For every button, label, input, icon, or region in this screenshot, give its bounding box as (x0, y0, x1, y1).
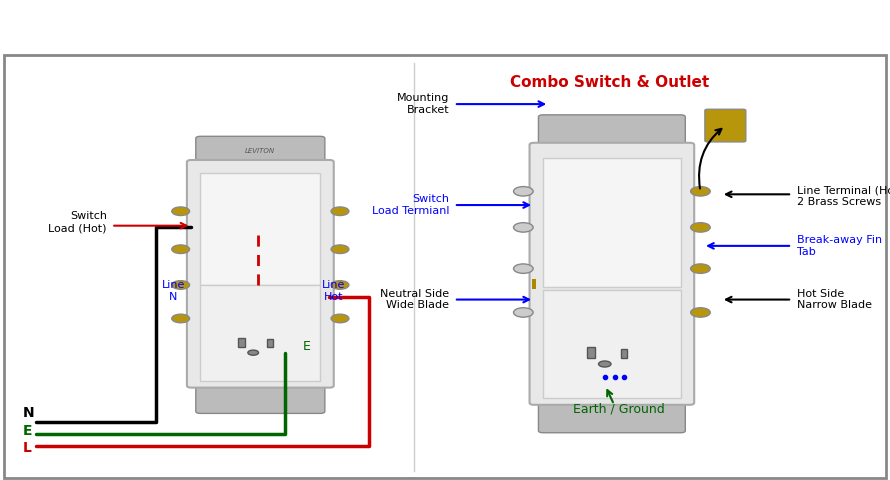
Circle shape (331, 245, 349, 253)
Circle shape (691, 264, 710, 274)
Circle shape (331, 207, 349, 216)
Text: Switch
Load Termianl: Switch Load Termianl (372, 194, 449, 216)
Circle shape (172, 281, 190, 289)
FancyBboxPatch shape (187, 160, 334, 388)
Text: What is Switch & Outlet Combo & How to Wire It?: What is Switch & Outlet Combo & How to W… (19, 11, 871, 40)
FancyBboxPatch shape (538, 398, 685, 433)
FancyBboxPatch shape (200, 285, 320, 381)
Circle shape (691, 187, 710, 196)
Text: Break-away Fin
Tab: Break-away Fin Tab (797, 235, 882, 257)
FancyBboxPatch shape (200, 173, 320, 285)
FancyBboxPatch shape (538, 115, 685, 149)
Text: Hot Side
Narrow Blade: Hot Side Narrow Blade (797, 289, 871, 311)
Text: Line
Hot: Line Hot (322, 280, 345, 302)
Text: E: E (22, 423, 32, 438)
Text: Neutral Side
Wide Blade: Neutral Side Wide Blade (380, 289, 449, 311)
FancyBboxPatch shape (530, 143, 694, 405)
Text: Earth / Ground: Earth / Ground (572, 403, 665, 416)
Circle shape (514, 308, 533, 317)
Text: E: E (303, 340, 311, 353)
Circle shape (331, 314, 349, 323)
FancyBboxPatch shape (196, 136, 325, 168)
Circle shape (331, 281, 349, 289)
FancyBboxPatch shape (543, 290, 681, 398)
Text: L: L (22, 441, 31, 455)
Text: Combo Switch & Outlet: Combo Switch & Outlet (510, 75, 709, 90)
Text: N: N (22, 407, 34, 420)
Bar (238, 337, 245, 347)
Bar (621, 349, 627, 358)
Text: Line Terminal (Hot)
2 Brass Screws: Line Terminal (Hot) 2 Brass Screws (797, 186, 890, 207)
Text: Mounting
Bracket: Mounting Bracket (397, 93, 449, 115)
Circle shape (691, 223, 710, 232)
FancyBboxPatch shape (196, 381, 325, 413)
Circle shape (691, 308, 710, 317)
Bar (268, 339, 273, 347)
Circle shape (514, 264, 533, 274)
Circle shape (598, 361, 611, 367)
Circle shape (247, 350, 258, 355)
Circle shape (172, 314, 190, 323)
FancyBboxPatch shape (543, 158, 681, 287)
Text: Line
N: Line N (162, 280, 185, 302)
Circle shape (514, 187, 533, 196)
Circle shape (172, 245, 190, 253)
Bar (587, 347, 595, 358)
Circle shape (514, 223, 533, 232)
FancyBboxPatch shape (705, 109, 746, 142)
Circle shape (172, 207, 190, 216)
Bar (532, 279, 536, 289)
Text: Switch
Load (Hot): Switch Load (Hot) (48, 211, 107, 233)
Text: LEVITON: LEVITON (246, 148, 275, 155)
